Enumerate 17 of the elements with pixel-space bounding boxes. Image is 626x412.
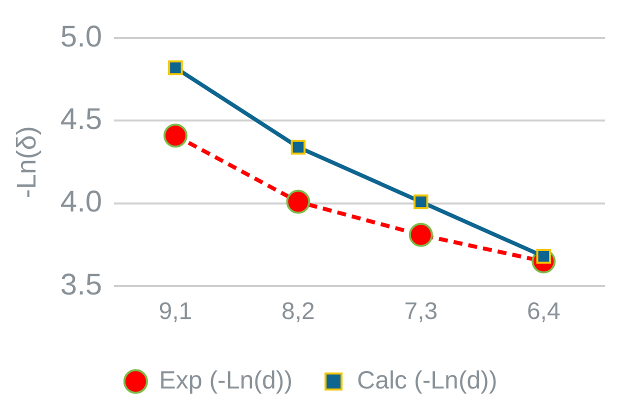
legend-label: Exp (-Ln(d)) bbox=[159, 366, 293, 394]
y-tick-label: 3.5 bbox=[60, 268, 102, 302]
x-tick-label: 8,2 bbox=[282, 298, 315, 326]
y-tick-label: 4.5 bbox=[60, 103, 102, 136]
point bbox=[168, 60, 183, 76]
x-tick-label: 6,4 bbox=[526, 298, 560, 326]
point bbox=[414, 194, 428, 210]
point bbox=[408, 222, 433, 247]
x-tick-label: 9,1 bbox=[158, 298, 192, 326]
point bbox=[286, 190, 310, 214]
y-tick-label: 4.0 bbox=[60, 186, 102, 219]
y-axis-title: -Ln(δ) bbox=[12, 126, 42, 198]
legend-label: Calc (-Ln(d)) bbox=[357, 366, 498, 394]
y-tick-label: 5.0 bbox=[60, 20, 102, 54]
x-tick-label: 7,3 bbox=[404, 298, 438, 326]
point bbox=[290, 140, 306, 155]
point bbox=[163, 124, 188, 148]
